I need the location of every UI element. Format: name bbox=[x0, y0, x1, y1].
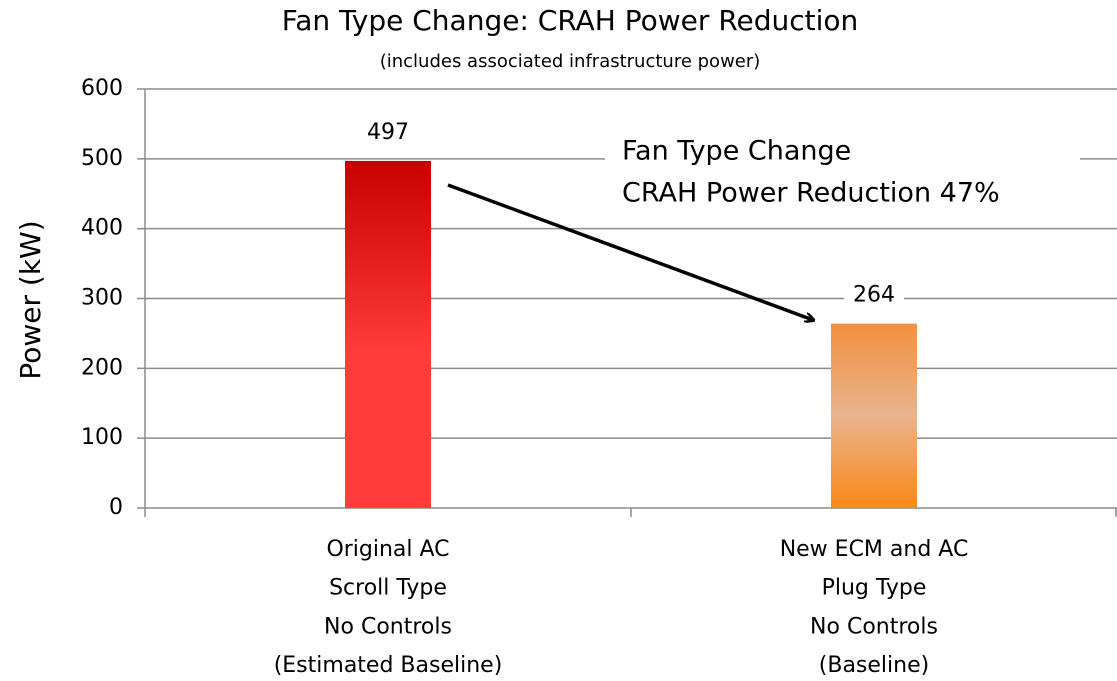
bar bbox=[345, 160, 431, 508]
chart-subtitle: (includes associated infrastructure powe… bbox=[380, 51, 761, 72]
value-label-bg bbox=[358, 116, 418, 149]
x-tick-label: Original AC bbox=[326, 537, 449, 562]
y-tick-label: 100 bbox=[81, 425, 123, 450]
chart-title: Fan Type Change: CRAH Power Reduction bbox=[282, 4, 859, 37]
bar bbox=[831, 323, 917, 508]
x-tick-label: No Controls bbox=[810, 614, 938, 639]
y-tick-label: 400 bbox=[81, 216, 123, 241]
y-tick-label: 600 bbox=[81, 76, 123, 101]
x-tick-label: Plug Type bbox=[822, 576, 927, 601]
y-axis-label: Power (kW) bbox=[14, 220, 47, 379]
x-tick-label: (Estimated Baseline) bbox=[274, 653, 503, 678]
value-label-bg bbox=[844, 279, 904, 312]
y-tick-label: 0 bbox=[109, 495, 123, 520]
x-tick-label: New ECM and AC bbox=[780, 537, 969, 562]
y-tick-label: 300 bbox=[81, 286, 123, 311]
y-tick-label: 200 bbox=[81, 355, 123, 380]
value-label: 497 bbox=[367, 120, 409, 145]
x-tick-label: No Controls bbox=[324, 614, 452, 639]
x-tick-label: (Baseline) bbox=[819, 653, 929, 678]
value-label: 264 bbox=[853, 283, 895, 308]
arrow bbox=[447, 183, 813, 320]
annotation: Fan Type Change bbox=[622, 136, 851, 167]
annotation-bg bbox=[605, 128, 1080, 218]
x-tick-label: Scroll Type bbox=[329, 576, 447, 601]
annotation: CRAH Power Reduction 47% bbox=[622, 178, 1000, 209]
y-tick-label: 500 bbox=[81, 146, 123, 171]
